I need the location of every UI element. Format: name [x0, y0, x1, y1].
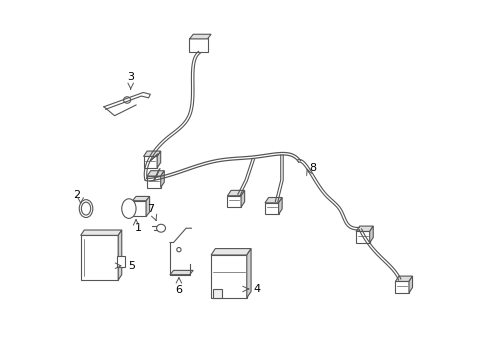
Polygon shape — [190, 34, 211, 39]
Text: 5: 5 — [128, 261, 135, 271]
Bar — [211, 255, 247, 298]
Polygon shape — [247, 249, 251, 298]
Text: 8: 8 — [309, 163, 317, 173]
Bar — [118, 256, 125, 267]
Text: 7: 7 — [147, 204, 154, 214]
Text: 3: 3 — [127, 72, 134, 82]
Ellipse shape — [123, 97, 131, 103]
Polygon shape — [118, 230, 122, 280]
Polygon shape — [211, 249, 251, 255]
Text: 2: 2 — [74, 190, 81, 200]
Polygon shape — [146, 197, 149, 216]
Ellipse shape — [81, 202, 91, 215]
Polygon shape — [157, 151, 161, 168]
Polygon shape — [265, 198, 282, 203]
Polygon shape — [241, 190, 245, 207]
Bar — [227, 196, 241, 207]
Polygon shape — [395, 276, 413, 282]
Bar — [81, 235, 118, 280]
Bar — [132, 201, 146, 216]
Polygon shape — [170, 270, 193, 275]
Polygon shape — [409, 276, 413, 293]
Polygon shape — [81, 230, 122, 235]
Bar — [144, 157, 157, 168]
Text: 1: 1 — [134, 223, 141, 233]
Polygon shape — [147, 171, 164, 176]
Polygon shape — [279, 198, 282, 214]
FancyBboxPatch shape — [189, 38, 208, 52]
Bar — [356, 231, 369, 243]
Polygon shape — [144, 151, 161, 157]
Bar — [147, 176, 161, 188]
Bar — [395, 282, 409, 293]
Ellipse shape — [79, 200, 93, 217]
Bar — [265, 203, 279, 214]
Polygon shape — [369, 226, 373, 243]
Text: 6: 6 — [175, 285, 182, 296]
Polygon shape — [227, 190, 245, 196]
Ellipse shape — [122, 199, 136, 219]
Polygon shape — [132, 197, 149, 201]
Ellipse shape — [157, 224, 166, 232]
Ellipse shape — [177, 248, 181, 252]
Bar — [213, 289, 222, 298]
Polygon shape — [161, 171, 164, 188]
Text: 4: 4 — [254, 284, 261, 294]
Polygon shape — [356, 226, 373, 231]
